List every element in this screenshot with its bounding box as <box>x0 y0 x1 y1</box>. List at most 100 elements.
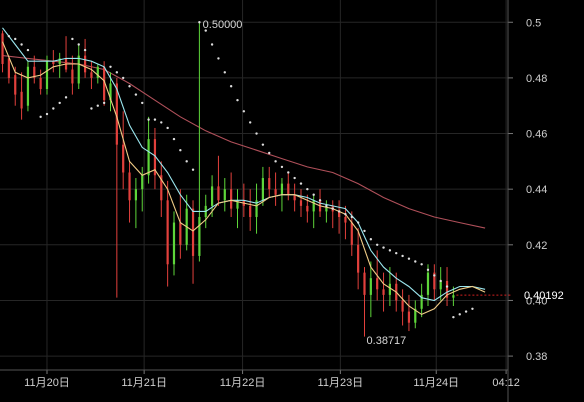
x-tick-label: 11月22日 <box>220 377 266 389</box>
sar-dot <box>439 279 442 283</box>
sar-dot <box>109 65 112 68</box>
sar-dot <box>414 260 417 263</box>
sar-dot <box>172 137 176 141</box>
ma-slow-line <box>2 55 486 229</box>
candle-body <box>280 183 284 195</box>
candle-body <box>433 272 436 290</box>
sar-dot <box>312 193 315 196</box>
sar-dot <box>134 93 138 96</box>
sar-dot <box>388 249 392 252</box>
sar-dot <box>325 204 328 208</box>
candle-body <box>122 144 125 173</box>
candle-body <box>172 222 176 265</box>
candle-body <box>344 216 347 223</box>
ma-fast-line <box>1 41 486 316</box>
sar-dot <box>337 210 341 213</box>
sar-dot <box>452 315 455 319</box>
candle-body <box>83 55 87 73</box>
candle-body <box>128 172 131 201</box>
sar-dot <box>242 110 246 113</box>
high-annotation: 0.50000 <box>203 19 243 31</box>
candle-body <box>96 66 99 78</box>
candles <box>1 22 455 337</box>
sar-dot <box>280 165 284 169</box>
candle-body <box>1 33 4 64</box>
sar-dot <box>20 43 23 46</box>
sar-dot <box>166 126 169 130</box>
sar-dot <box>229 85 233 88</box>
candle-body <box>90 72 93 78</box>
sar-dot <box>350 215 353 219</box>
candle-body <box>191 208 195 256</box>
sar-dot <box>268 151 271 155</box>
sar-dot <box>191 168 195 171</box>
sar-dot <box>83 48 87 52</box>
low-annotation: 0.38717 <box>367 335 407 347</box>
sar-dot <box>128 85 131 88</box>
sar-dot <box>299 182 303 185</box>
sar-dot <box>344 213 347 216</box>
candle-body <box>147 139 150 176</box>
sar-dot <box>121 76 125 80</box>
sar-dot <box>90 107 93 110</box>
candle-body <box>45 61 49 90</box>
candle-body <box>357 244 360 273</box>
candle-body <box>115 83 118 145</box>
candle-body <box>261 178 264 201</box>
y-tick-label: 0.40 <box>526 295 547 307</box>
candle-body <box>223 189 226 201</box>
candle-body <box>179 222 182 245</box>
sar-dot <box>147 118 150 121</box>
sar-dot <box>420 263 423 266</box>
sar-dot <box>356 221 360 224</box>
candle-body <box>33 66 36 78</box>
sar-dot <box>96 104 99 107</box>
sar-dot <box>71 37 74 41</box>
candle-body <box>369 278 372 295</box>
sar-dot <box>293 176 296 180</box>
candle-body <box>210 186 214 206</box>
sar-dot <box>395 251 398 255</box>
candle-body <box>268 178 271 190</box>
ma-mid-line <box>2 27 486 302</box>
candle-body <box>452 295 455 298</box>
sar-dot <box>306 187 309 191</box>
y-tick-label: 0.42 <box>526 240 547 252</box>
candle-body <box>255 200 258 217</box>
candle-body <box>230 189 233 209</box>
candle-body <box>388 283 391 295</box>
sar-dot <box>141 101 144 105</box>
candle-body <box>103 66 106 101</box>
candle-body <box>350 222 353 245</box>
sar-dot <box>318 199 322 202</box>
sar-dot <box>401 254 404 258</box>
sar-dot <box>433 274 436 277</box>
candle-body <box>14 75 17 95</box>
sar-dot <box>274 160 277 163</box>
candle-body <box>52 61 55 64</box>
ma-slow-layer <box>2 55 486 229</box>
candle-body <box>77 55 80 84</box>
candle-body <box>274 189 277 195</box>
sar-dot <box>287 171 290 174</box>
x-tick-label: 11月24日 <box>413 377 459 389</box>
sar-dot <box>407 257 411 260</box>
last-price-label: 0.40192 <box>524 290 564 302</box>
sar-dot <box>7 34 11 38</box>
candle-body <box>293 194 296 201</box>
sar-dot <box>115 71 119 74</box>
candle-body <box>109 83 112 101</box>
sar-dot <box>464 310 468 313</box>
sar-dot <box>179 149 182 152</box>
sar-dot <box>52 107 55 110</box>
candle-body <box>141 175 144 190</box>
axes: 0.5 0.48 0.46 0.44 0.42 0.40 0.38 11月20日 11月21日 1… <box>0 0 564 402</box>
y-tick-label: 0.48 <box>526 73 547 85</box>
candle-body <box>337 211 341 217</box>
x-tick-label: 11月21日 <box>121 377 167 389</box>
sar-dot <box>45 112 49 116</box>
x-tick-label: 11月20日 <box>24 377 70 389</box>
candle-body <box>363 272 366 295</box>
candle-body <box>20 91 23 109</box>
